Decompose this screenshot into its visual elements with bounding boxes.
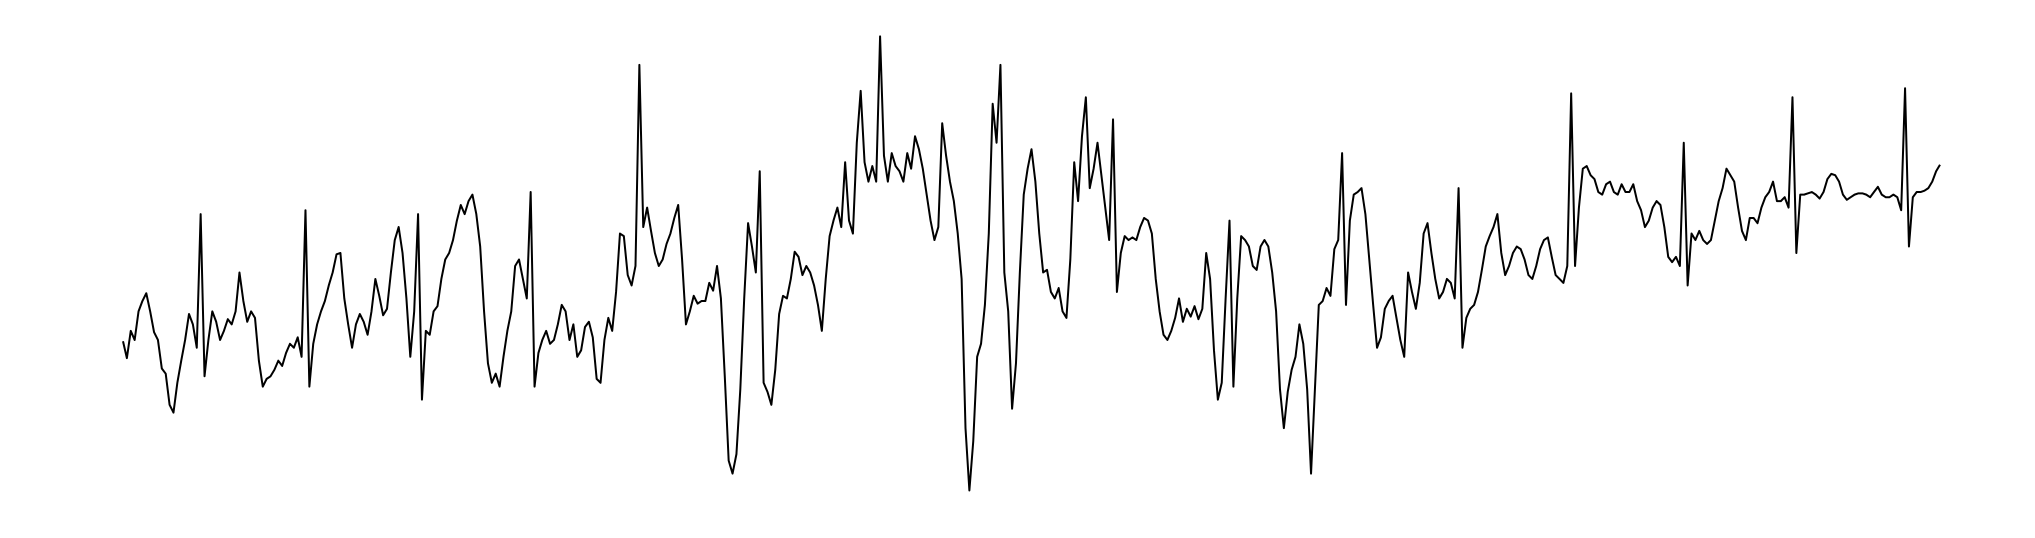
- data-line: [122, 35, 1941, 492]
